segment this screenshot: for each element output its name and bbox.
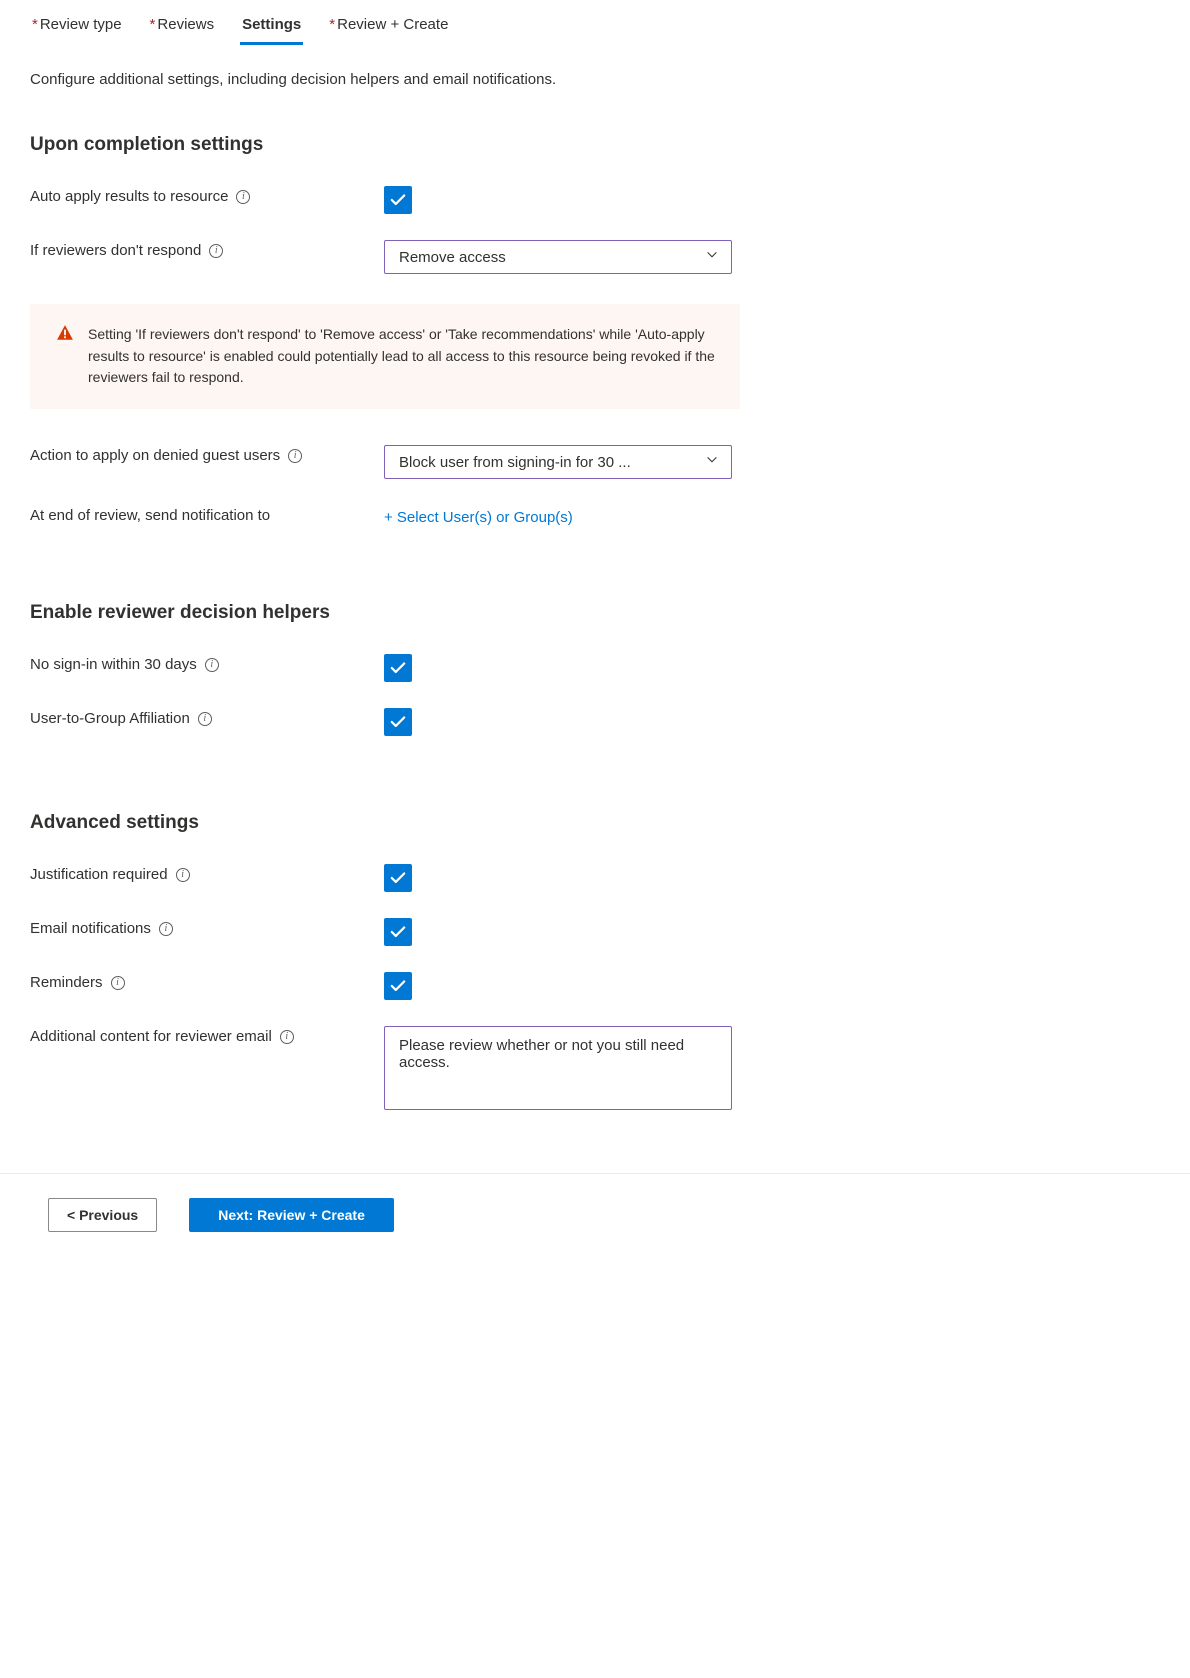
info-icon[interactable]: i	[159, 922, 173, 936]
check-icon	[389, 659, 407, 677]
row-auto-apply: Auto apply results to resource i	[30, 186, 1160, 214]
required-marker: *	[32, 16, 38, 33]
tab-review-type[interactable]: *Review type	[30, 10, 124, 45]
row-affiliation: User-to-Group Affiliation i	[30, 708, 1160, 736]
checkbox-justification[interactable]	[384, 864, 412, 892]
info-icon[interactable]: i	[280, 1030, 294, 1044]
check-icon	[389, 977, 407, 995]
tab-label: Review + Create	[337, 16, 448, 33]
label-auto-apply: Auto apply results to resource	[30, 188, 228, 205]
select-value: Remove access	[399, 249, 695, 266]
checkbox-affiliation[interactable]	[384, 708, 412, 736]
next-button[interactable]: Next: Review + Create	[189, 1198, 394, 1232]
label-reminders: Reminders	[30, 974, 103, 991]
info-icon[interactable]: i	[209, 244, 223, 258]
label-additional-content: Additional content for reviewer email	[30, 1028, 272, 1045]
info-icon[interactable]: i	[111, 976, 125, 990]
previous-button[interactable]: < Previous	[48, 1198, 157, 1232]
row-action-denied: Action to apply on denied guest users i …	[30, 445, 1160, 479]
tabs-bar: *Review type *Reviews Settings *Review +…	[30, 0, 1160, 45]
chevron-down-icon	[705, 453, 719, 471]
section-heading-helpers: Enable reviewer decision helpers	[30, 602, 1160, 624]
section-heading-advanced: Advanced settings	[30, 812, 1160, 834]
tab-reviews[interactable]: *Reviews	[148, 10, 217, 45]
label-email-notif: Email notifications	[30, 920, 151, 937]
warning-icon	[56, 324, 74, 345]
textarea-additional-content[interactable]	[384, 1026, 732, 1110]
tab-review-create[interactable]: *Review + Create	[327, 10, 450, 45]
section-heading-completion: Upon completion settings	[30, 134, 1160, 156]
required-marker: *	[329, 16, 335, 33]
label-affiliation: User-to-Group Affiliation	[30, 710, 190, 727]
info-icon[interactable]: i	[198, 712, 212, 726]
label-notify-at-end: At end of review, send notification to	[30, 507, 270, 524]
check-icon	[389, 869, 407, 887]
row-additional-content: Additional content for reviewer email i	[30, 1026, 1160, 1113]
info-icon[interactable]: i	[236, 190, 250, 204]
info-icon[interactable]: i	[288, 449, 302, 463]
checkbox-reminders[interactable]	[384, 972, 412, 1000]
select-if-no-respond[interactable]: Remove access	[384, 240, 732, 274]
row-no-signin: No sign-in within 30 days i	[30, 654, 1160, 682]
check-icon	[389, 191, 407, 209]
checkbox-no-signin[interactable]	[384, 654, 412, 682]
label-no-signin: No sign-in within 30 days	[30, 656, 197, 673]
tab-label: Review type	[40, 16, 122, 33]
tab-label: Settings	[242, 16, 301, 33]
warning-text: Setting 'If reviewers don't respond' to …	[88, 324, 716, 389]
label-justification: Justification required	[30, 866, 168, 883]
select-action-denied[interactable]: Block user from signing-in for 30 ...	[384, 445, 732, 479]
required-marker: *	[150, 16, 156, 33]
row-email-notif: Email notifications i	[30, 918, 1160, 946]
checkbox-email-notif[interactable]	[384, 918, 412, 946]
row-if-no-respond: If reviewers don't respond i Remove acce…	[30, 240, 1160, 274]
check-icon	[389, 713, 407, 731]
add-users-groups-button[interactable]: + Select User(s) or Group(s)	[384, 505, 573, 526]
select-value: Block user from signing-in for 30 ...	[399, 454, 695, 471]
info-icon[interactable]: i	[205, 658, 219, 672]
page-subtitle: Configure additional settings, including…	[30, 71, 1160, 88]
row-notify-at-end: At end of review, send notification to +…	[30, 505, 1160, 526]
check-icon	[389, 923, 407, 941]
label-action-denied: Action to apply on denied guest users	[30, 447, 280, 464]
row-reminders: Reminders i	[30, 972, 1160, 1000]
row-justification: Justification required i	[30, 864, 1160, 892]
info-icon[interactable]: i	[176, 868, 190, 882]
tab-settings[interactable]: Settings	[240, 10, 303, 45]
label-if-no-respond: If reviewers don't respond	[30, 242, 201, 259]
tab-label: Reviews	[157, 16, 214, 33]
checkbox-auto-apply[interactable]	[384, 186, 412, 214]
warning-box: Setting 'If reviewers don't respond' to …	[30, 304, 740, 409]
footer-bar: < Previous Next: Review + Create	[0, 1173, 1190, 1256]
chevron-down-icon	[705, 248, 719, 266]
